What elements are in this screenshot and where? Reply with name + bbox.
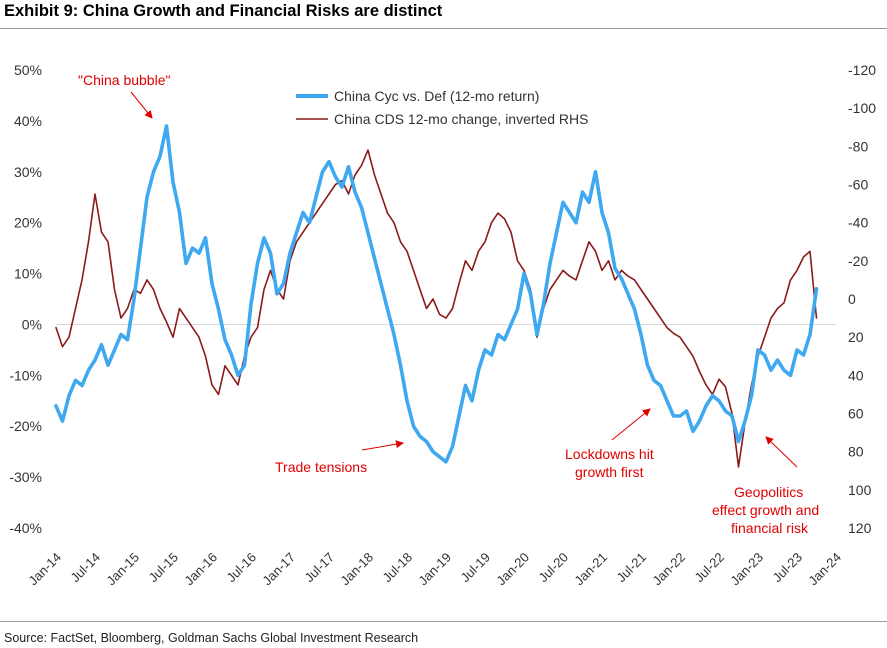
x-tick-label: Jan-20 <box>493 550 532 589</box>
x-tick-label: Jan-21 <box>571 550 610 589</box>
y-left-tick-label: -30% <box>9 469 42 485</box>
annotation-arrow-geopolitics <box>765 436 798 468</box>
left-axis: 50% 40% 30% 20% 10% 0% -10% -20% -30% -40% <box>9 62 42 536</box>
x-tick-label: Jul-23 <box>769 550 805 586</box>
y-right-tick-label: 40 <box>848 367 864 383</box>
y-right-tick-label: -40 <box>848 215 868 231</box>
x-tick-label: Jan-22 <box>649 550 688 589</box>
annotation-geopolitics-line3: financial risk <box>731 520 809 536</box>
chart-title: Exhibit 9: China Growth and Financial Ri… <box>4 2 443 20</box>
y-left-tick-label: 20% <box>14 215 42 231</box>
series-line-cyc-vs-def <box>54 124 819 464</box>
source-divider <box>0 621 887 622</box>
y-right-tick-label: 120 <box>848 520 872 536</box>
x-tick-label: Jan-23 <box>727 550 766 589</box>
y-right-tick-label: -60 <box>848 177 868 193</box>
annotation-trade-tensions: Trade tensions <box>275 459 367 475</box>
x-tick-label: Jan-19 <box>415 550 454 589</box>
x-tick-label: Jul-18 <box>379 550 415 586</box>
x-tick-label: Jul-20 <box>535 550 571 586</box>
x-tick-label: Jul-15 <box>145 550 181 586</box>
x-tick-label: Jul-22 <box>691 550 727 586</box>
annotation-china-bubble: "China bubble" <box>78 72 170 88</box>
legend: China Cyc vs. Def (12-mo return) China C… <box>296 88 588 127</box>
x-tick-label: Jul-14 <box>67 550 103 586</box>
x-tick-label: Jan-14 <box>25 550 64 589</box>
x-tick-label: Jul-17 <box>301 550 337 586</box>
chart: 50%40%30%20%10%0%-10%-20%-30%-40% -120-1… <box>9 62 876 589</box>
y-right-tick-label: 0 <box>848 291 856 307</box>
x-tick-label: Jul-16 <box>223 550 259 586</box>
y-left-tick-label: 10% <box>14 266 42 282</box>
y-right-tick-label: 20 <box>848 329 864 345</box>
legend-label-cds: China CDS 12-mo change, inverted RHS <box>334 111 588 127</box>
legend-label-cyc: China Cyc vs. Def (12-mo return) <box>334 88 539 104</box>
y-right-tick-label: 100 <box>848 482 872 498</box>
x-tick-label: Jan-16 <box>181 550 220 589</box>
x-tick-label: Jul-21 <box>613 550 649 586</box>
y-left-tick-label: 50% <box>14 62 42 78</box>
y-left-tick-label: 40% <box>14 113 42 129</box>
annotation-geopolitics-line2: effect growth and <box>712 502 819 518</box>
y-right-tick-label: -20 <box>848 253 868 269</box>
y-left-tick-label: -10% <box>9 367 42 383</box>
x-tick-label: Jan-18 <box>337 550 376 589</box>
x-tick-label: Jan-24 <box>805 550 844 589</box>
x-tick-label: Jan-15 <box>103 550 142 589</box>
x-tick-label: Jan-17 <box>259 550 298 589</box>
right-axis: -120 -100 -80 -60 -40 -20 0 20 40 60 80 100 120 <box>848 62 876 536</box>
y-right-tick-label: 60 <box>848 406 864 422</box>
y-right-tick-label: -120 <box>848 62 876 78</box>
title-divider <box>0 28 887 29</box>
series-layer <box>54 124 819 468</box>
y-right-tick-label: 80 <box>848 444 864 460</box>
y-right-tick-label: -100 <box>848 100 876 116</box>
y-left-tick-label: 30% <box>14 164 42 180</box>
x-tick-label: Jul-19 <box>457 550 493 586</box>
series-line-china-cds <box>55 149 818 468</box>
annotation-lockdowns-line2: growth first <box>575 464 644 480</box>
source-note: Source: FactSet, Bloomberg, Goldman Sach… <box>4 631 419 645</box>
annotation-lockdowns-line1: Lockdowns hit <box>565 446 654 462</box>
annotation-geopolitics: Geopolitics effect growth and financial … <box>712 484 823 536</box>
annotation-arrow-lockdowns <box>611 408 651 441</box>
x-axis: Jan-14 Jul-14 Jan-15 Jul-15 Jan-16 Jul-16 Jan-… <box>25 550 844 589</box>
y-left-tick-label: 0% <box>22 316 42 332</box>
annotation-arrow-trade-tensions <box>361 440 404 451</box>
y-left-tick-label: -20% <box>9 418 42 434</box>
y-right-tick-label: -80 <box>848 138 868 154</box>
annotation-arrow-china-bubble <box>130 91 153 119</box>
annotation-lockdowns: Lockdowns hit growth first <box>565 446 658 480</box>
y-left-tick-label: -40% <box>9 520 42 536</box>
annotation-geopolitics-line1: Geopolitics <box>734 484 803 500</box>
annotations: "China bubble" Trade tensions Lockdowns … <box>78 72 823 536</box>
